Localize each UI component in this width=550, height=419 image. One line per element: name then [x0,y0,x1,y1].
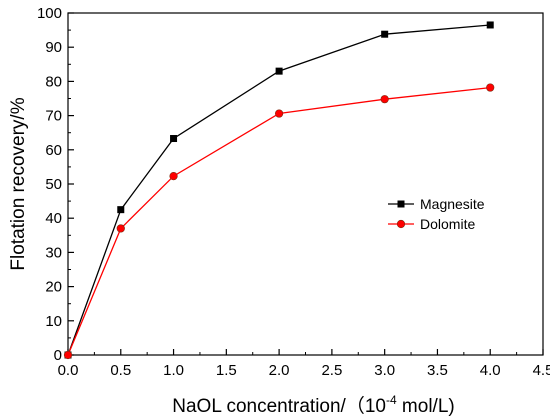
data-point-dolomite [486,83,495,92]
legend-marker-magnesite [397,200,405,208]
x-tick-label: 3.5 [427,362,448,379]
x-axis-title: NaOL concentration/（10-4 mol/L) [172,393,454,417]
y-tick-label: 50 [45,176,62,193]
y-tick-label: 60 [45,142,62,159]
y-tick-label: 100 [37,5,62,22]
y-tick-label: 40 [45,210,62,227]
y-tick-label: 20 [45,279,62,296]
data-point-dolomite [380,95,389,104]
data-point-dolomite [169,172,178,181]
x-tick-label: 0.5 [110,362,131,379]
legend-marker-dolomite [396,219,406,229]
x-tick-label: 1.0 [163,362,184,379]
y-tick-label: 80 [45,73,62,90]
legend-label-dolomite: Dolomite [420,216,475,232]
x-tick-label: 3.0 [374,362,395,379]
y-tick-label: 0 [54,347,62,364]
x-tick-label: 2.5 [321,362,342,379]
data-point-magnesite [486,21,494,29]
series-line-magnesite [67,24,491,356]
y-tick-label: 70 [45,108,62,125]
data-point-dolomite [116,224,125,233]
data-point-dolomite [275,109,284,118]
data-point-magnesite [275,67,283,75]
y-tick-label: 90 [45,39,62,56]
data-point-magnesite [117,206,125,214]
y-axis-title: Flotation recovery/% [8,97,29,270]
data-point-magnesite [170,135,178,143]
y-tick-label: 10 [45,313,62,330]
y-tick-label: 30 [45,244,62,261]
x-tick-label: 4.5 [533,362,550,379]
series-line-dolomite [67,86,491,356]
data-point-dolomite [63,350,73,360]
x-tick-label: 1.5 [216,362,237,379]
data-point-magnesite [381,30,389,38]
legend-label-magnesite: Magnesite [420,196,485,212]
x-tick-label: 0.0 [58,362,79,379]
x-tick-label: 2.0 [269,362,290,379]
x-tick-label: 4.0 [480,362,501,379]
legend: Magnesite Dolomite [388,196,485,232]
